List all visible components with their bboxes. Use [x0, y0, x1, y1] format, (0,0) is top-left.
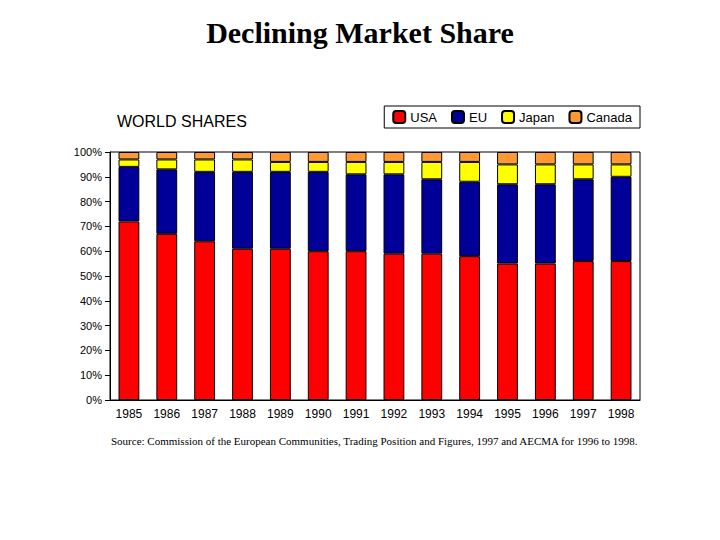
svg-text:10%: 10% — [80, 369, 102, 381]
svg-text:1991: 1991 — [343, 407, 370, 421]
svg-text:80%: 80% — [80, 196, 102, 208]
svg-text:60%: 60% — [80, 245, 102, 257]
svg-text:1997: 1997 — [570, 407, 597, 421]
svg-text:50%: 50% — [80, 270, 102, 282]
svg-text:100%: 100% — [74, 146, 102, 158]
svg-text:1985: 1985 — [116, 407, 143, 421]
svg-text:1998: 1998 — [608, 407, 635, 421]
svg-text:1988: 1988 — [229, 407, 256, 421]
svg-text:30%: 30% — [80, 320, 102, 332]
svg-text:Declining Market Share: Declining Market Share — [206, 16, 514, 49]
svg-text:1992: 1992 — [381, 407, 408, 421]
svg-text:EU: EU — [469, 110, 487, 125]
svg-text:70%: 70% — [80, 220, 102, 232]
svg-text:1990: 1990 — [305, 407, 332, 421]
svg-text:0%: 0% — [86, 394, 102, 406]
svg-text:1994: 1994 — [456, 407, 483, 421]
svg-text:Japan: Japan — [519, 110, 554, 125]
svg-text:Canada: Canada — [586, 110, 632, 125]
svg-text:40%: 40% — [80, 295, 102, 307]
svg-text:1995: 1995 — [494, 407, 521, 421]
svg-text:Source: Commission of the Euro: Source: Commission of the European Commu… — [111, 435, 638, 447]
svg-text:1996: 1996 — [532, 407, 559, 421]
svg-text:90%: 90% — [80, 171, 102, 183]
svg-text:USA: USA — [410, 110, 437, 125]
svg-text:1989: 1989 — [267, 407, 294, 421]
svg-text:20%: 20% — [80, 344, 102, 356]
svg-text:1987: 1987 — [191, 407, 218, 421]
svg-text:1993: 1993 — [418, 407, 445, 421]
svg-text:WORLD SHARES: WORLD SHARES — [117, 113, 247, 130]
svg-text:1986: 1986 — [153, 407, 180, 421]
